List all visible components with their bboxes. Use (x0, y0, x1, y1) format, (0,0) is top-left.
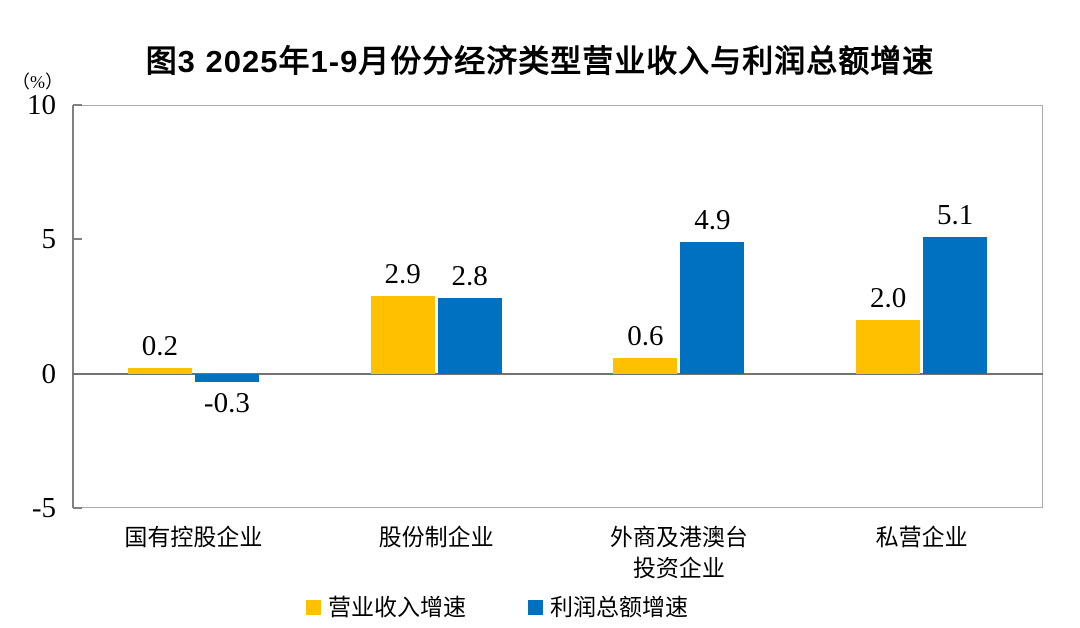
y-axis-unit-label: （%） (12, 72, 63, 92)
bar-profit (194, 373, 259, 382)
chart-title: 图3 2025年1-9月份分经济类型营业收入与利润总额增速 (145, 44, 935, 79)
legend-swatch-icon (528, 600, 543, 615)
bar-revenue (370, 295, 435, 374)
y-axis-tick-label: 0 (41, 357, 57, 390)
bar-revenue (127, 368, 192, 374)
bar-revenue (613, 357, 678, 374)
bar-value-label: 0.6 (627, 319, 664, 352)
x-axis-category-label: 股份制企业 (378, 525, 494, 550)
y-axis-tick (73, 507, 82, 509)
legend-label: 利润总额增速 (550, 595, 688, 620)
y-axis-tick-label: 10 (27, 89, 56, 121)
bar-profit (437, 298, 502, 374)
x-axis-category-label: 私营企业 (875, 525, 968, 550)
y-axis-tick (73, 238, 82, 241)
bar-value-label: 2.9 (384, 257, 421, 290)
y-axis-tick (73, 104, 82, 106)
legend-swatch-icon (306, 600, 321, 615)
bar-profit (923, 236, 988, 374)
x-axis-category-label: 国有控股企业 (124, 525, 263, 550)
y-axis-tick-label: 5 (41, 223, 57, 256)
bar-value-label: -0.3 (203, 386, 250, 419)
bar-profit (680, 242, 745, 374)
legend-entry: 利润总额增速 (528, 596, 688, 619)
x-axis-category-label: 外商及港澳台 投资企业 (609, 525, 748, 581)
plot-area-frame (72, 105, 1043, 508)
bar-value-label: 5.1 (937, 198, 974, 231)
bar-revenue (856, 319, 921, 374)
zero-axis-line (72, 372, 1043, 375)
legend-label: 营业收入增速 (328, 595, 466, 620)
bar-value-label: 2.0 (870, 281, 907, 314)
legend: 营业收入增速 利润总额增速 (0, 596, 994, 619)
legend-entry: 营业收入增速 (306, 596, 466, 619)
bar-value-label: 0.2 (141, 330, 178, 363)
y-axis-tick-label: -5 (31, 492, 56, 524)
bar-value-label: 4.9 (694, 204, 731, 237)
bar-value-label: 2.8 (451, 260, 488, 293)
